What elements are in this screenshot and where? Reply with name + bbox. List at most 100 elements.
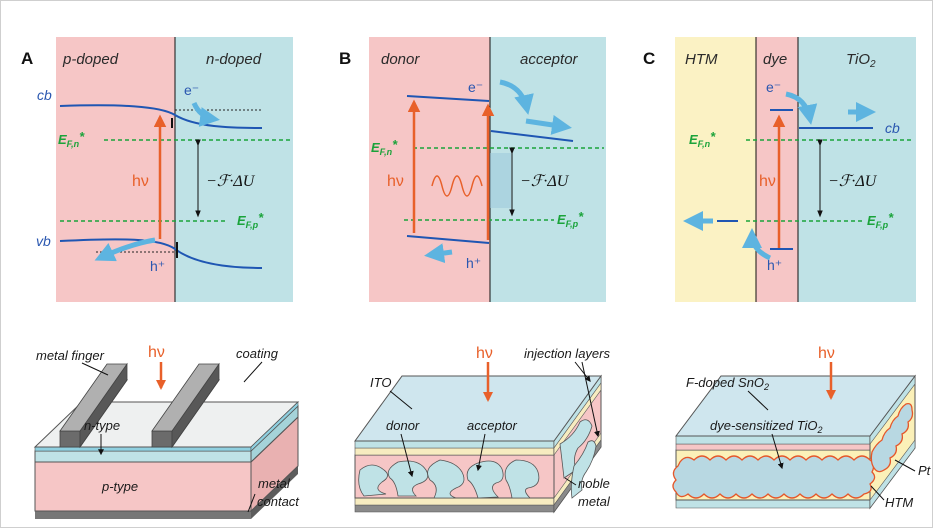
hole-injection-arrow-c [742,228,772,261]
tio2-beads-side [870,402,914,473]
tio2-label: TiO2 [846,51,876,70]
donor-lumo [406,95,490,102]
metal-finger-leader [81,362,109,376]
panel-c-letter: C [643,49,655,68]
noble-metal-label: metal [578,494,611,509]
device-a: metal finger hν coating n-type p-type me… [33,344,300,519]
hole-transport-arrow-b [424,243,453,264]
noble-leader [564,477,577,486]
counter-electrode-front [675,499,871,509]
device-b: ITO hν injection layers donor acceptor n… [354,345,611,514]
coating-front [34,446,252,452]
efp-label-b: EF,p* [557,209,584,229]
htm-region [675,37,756,302]
cb-label-c: cb [885,120,900,136]
valence-band [59,238,263,269]
acceptor-domain-side-2 [570,440,597,499]
coating-side [250,401,299,452]
voltage-label-c: −ℱ·ΔU [828,173,878,190]
pt-leader [894,459,916,472]
exciton-shade [490,153,511,208]
ito-top [354,375,602,442]
ito-front [354,440,555,449]
hole-label: h⁺ [150,258,165,274]
metal-finger-2-cap [151,363,220,432]
cb-label: cb [37,87,52,103]
htm-leader [870,485,885,501]
electron-flow-arrow [191,101,220,127]
donor-device-label: donor [386,418,420,433]
acceptor-domain-5 [504,459,540,499]
efn-label: EF,n* [58,129,85,149]
n-doped-label: n-doped [206,51,262,68]
injection-layers-label: injection layers [524,346,610,361]
donor-label: donor [381,51,420,68]
counter-electrode-side [869,439,916,509]
acceptor-domain-side-1 [559,419,593,479]
contact-leader [247,493,256,513]
acceptor-domain-1 [358,464,388,497]
electron-label: e⁻ [184,82,199,98]
tio2-beads-front [672,455,876,499]
metal-label: metal [258,476,291,491]
ito-leader [389,390,413,410]
acceptor-leader [475,433,486,472]
p-doped-label: p-doped [62,51,119,68]
fto-top [675,375,916,437]
photon-label: hν [132,173,149,190]
tio2-region [798,37,916,302]
efp-label-c: EF,p* [867,210,894,230]
panel-b: B donor acceptor e⁻ h⁺ EF,n* EF,p* hν −ℱ… [339,37,606,302]
htm-device-label: HTM [885,495,913,510]
acceptor-domain-3 [427,459,465,499]
donor-leader [400,433,414,478]
fto-leader [747,390,769,411]
n-type-label: n-type [84,418,120,433]
device-c: F-doped SnO2 hν dye-sensitized TiO2 Pt H… [672,345,932,510]
efn-label-c: EF,n* [689,129,716,149]
p-type-label: p-type [101,479,138,494]
n-type-front [34,450,252,463]
electron-injection-arrow-c [785,91,818,125]
metal-finger-1-front [59,430,81,448]
noble-metal-front [354,504,555,513]
efn-label-b: EF,n* [371,137,398,157]
fto-label: F-doped SnO2 [686,375,769,392]
panel-a: A p-doped n-doped cb vb e⁻ h⁺ EF,n* EF,p… [21,37,293,302]
back-metal-front [35,511,251,519]
metal-finger-label: metal finger [36,348,105,363]
dye-tio2-leader [771,433,784,470]
acceptor-domain-2 [387,460,429,497]
hole-label-c: h⁺ [767,257,782,273]
photon-label-c: hν [759,173,776,190]
injection-leader-1 [574,361,591,382]
dye-tio2-label: dye-sensitized TiO2 [710,418,823,435]
top-injection-front [354,447,555,456]
panel-c: C HTM dye TiO2 cb e⁻ h⁺ EF,n* EF,p* hν −… [643,37,916,302]
coating-leader [243,361,263,383]
pt-label: Pt [918,463,932,478]
efp-label: EF,p* [237,210,264,230]
voltage-label-b: −ℱ·ΔU [520,173,570,190]
contact-label: contact [257,494,300,509]
photon-label-b: hν [387,173,404,190]
ito-label: ITO [370,375,391,390]
dye-label: dye [763,51,787,68]
electron-transport-arrow-b [525,115,572,135]
fto-strip-front [675,443,871,451]
hole-flow-arrow [94,237,156,262]
n-doped-region [175,37,293,302]
htm-label: HTM [685,51,718,68]
electron-transfer-arrow-b [499,79,534,115]
acceptor-lumo [490,130,574,142]
electron-label-b: e⁻ [468,79,483,95]
metal-finger-2-front [151,430,173,448]
panel-a-letter: A [21,49,33,68]
acceptor-label: acceptor [520,51,579,68]
exciton-wave [431,175,483,197]
device-c-photon: hν [818,345,835,362]
p-type-front [34,461,252,512]
device-b-photon: hν [476,345,493,362]
